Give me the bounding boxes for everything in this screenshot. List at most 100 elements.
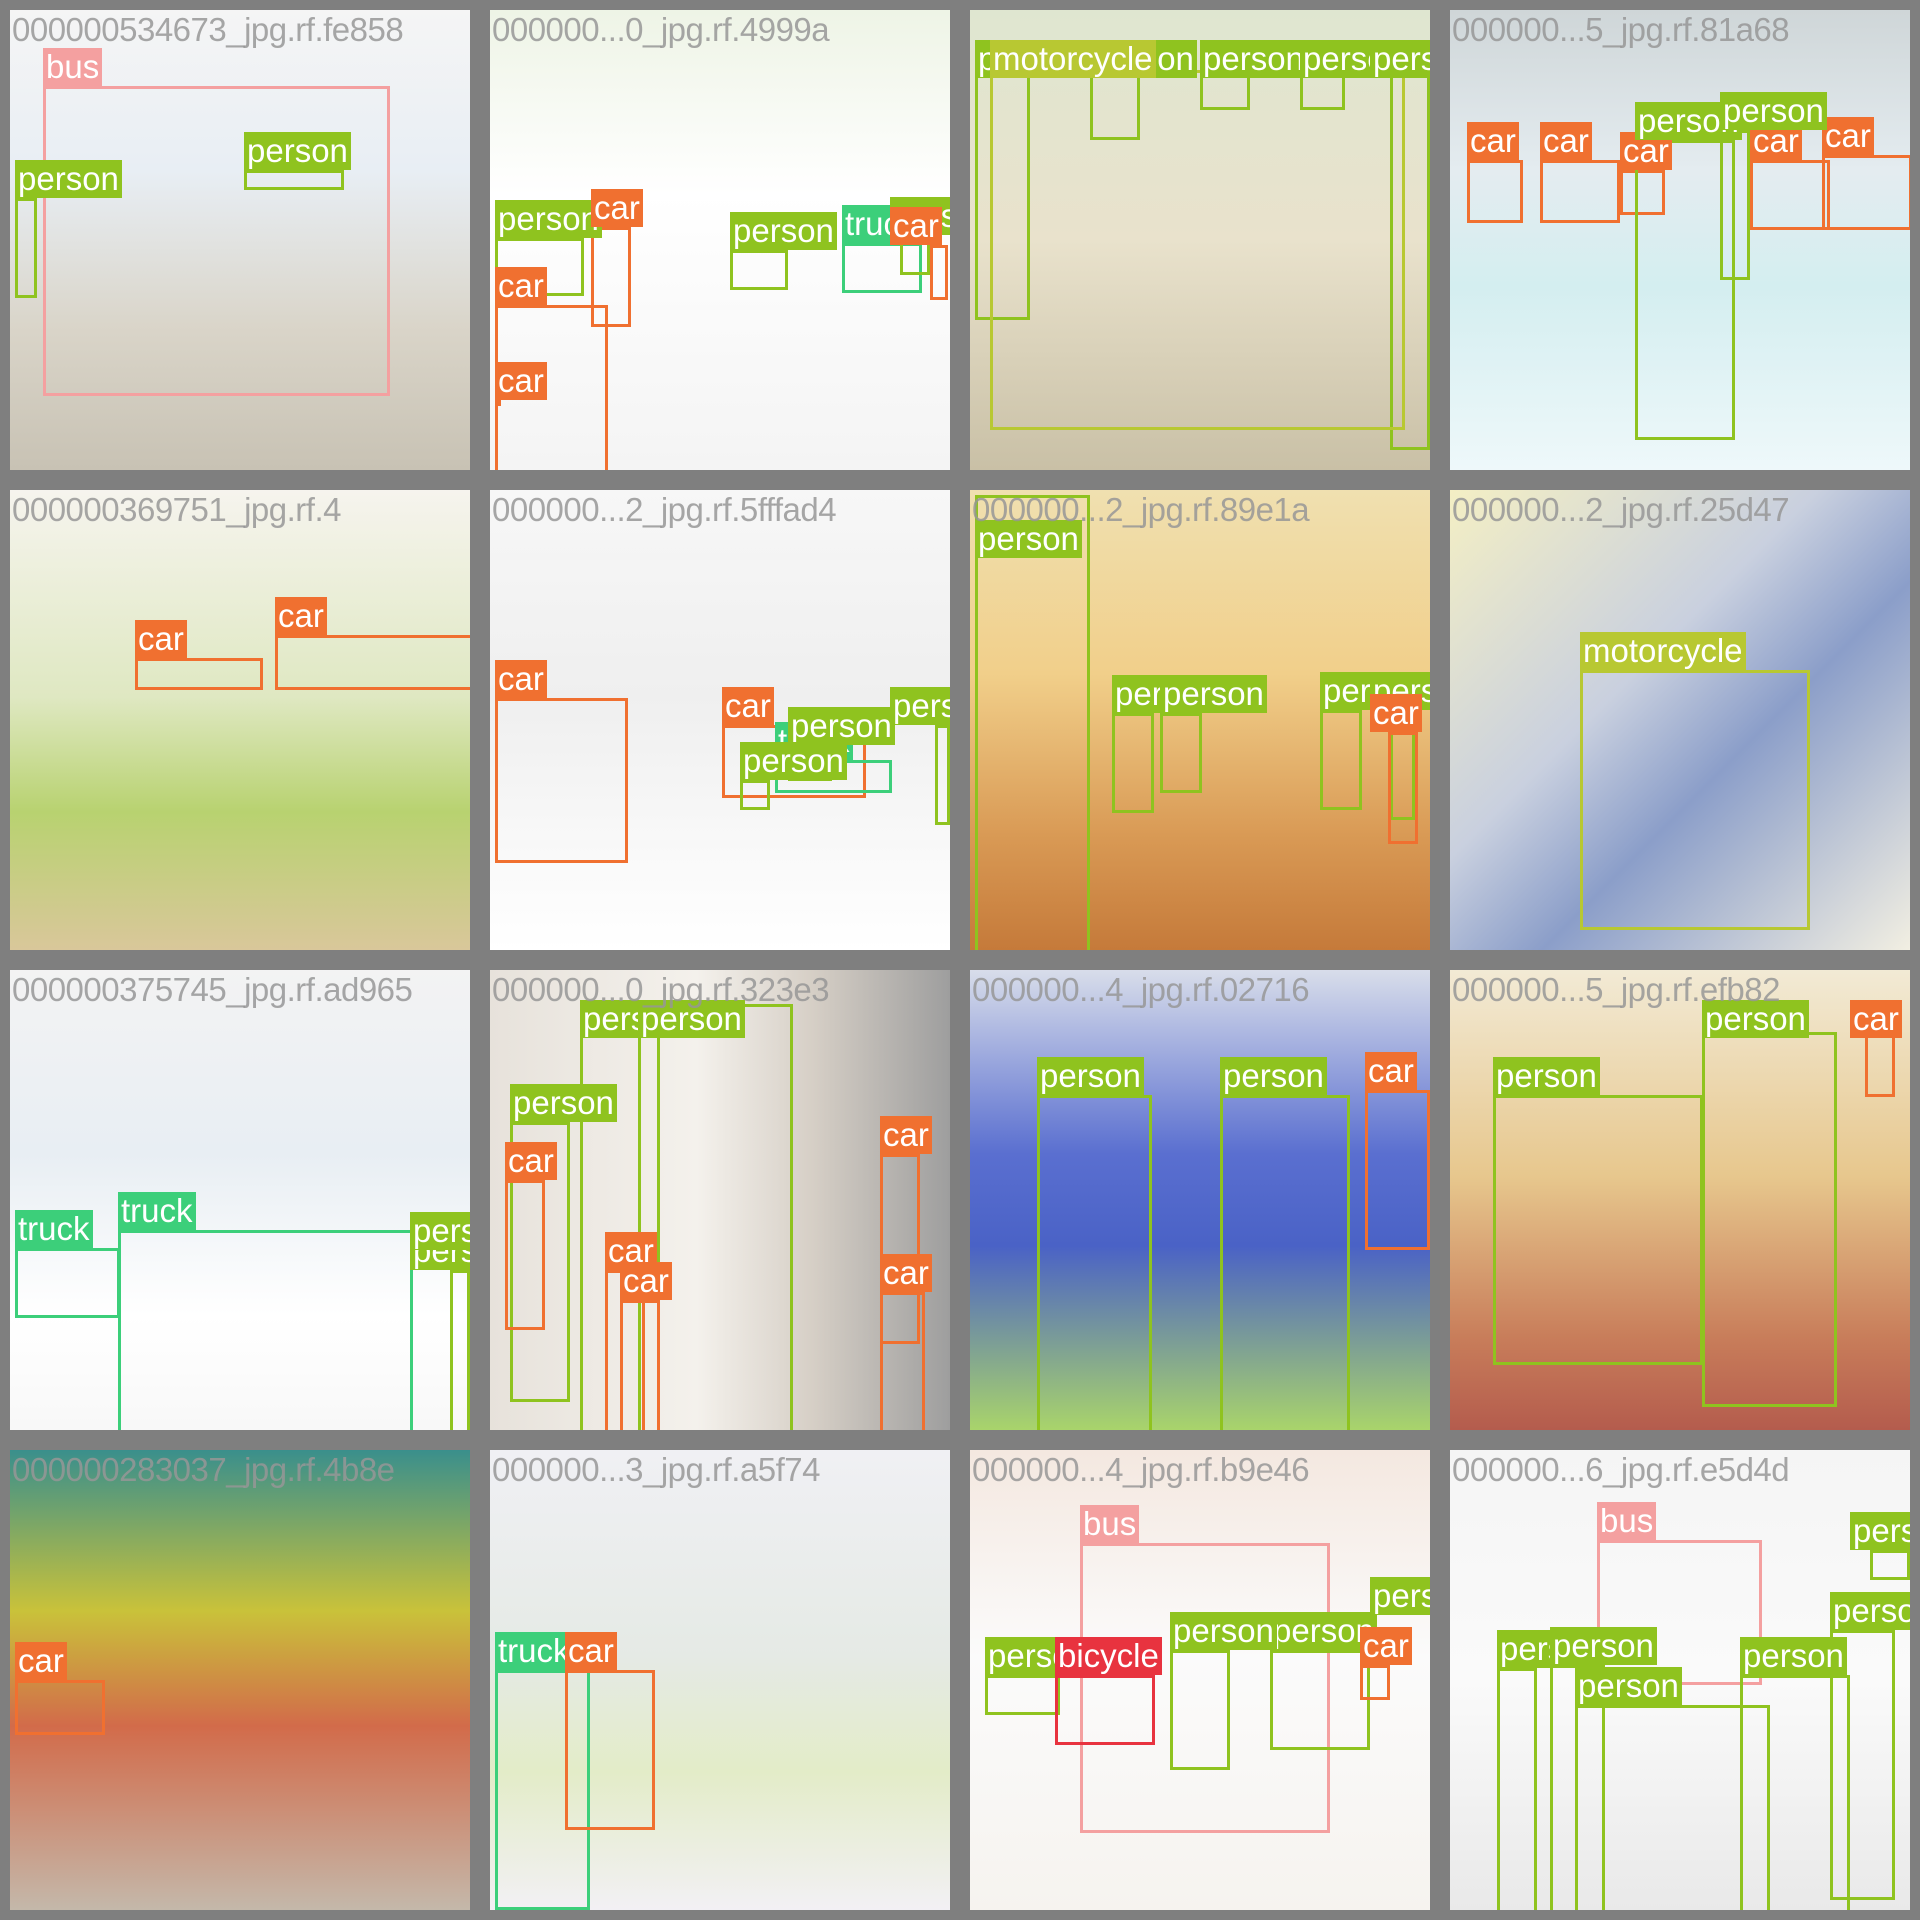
car-bounding-box bbox=[880, 1154, 920, 1344]
car-label: car bbox=[15, 1642, 67, 1680]
person-bounding-box bbox=[244, 170, 344, 190]
truck-bounding-box bbox=[15, 1248, 120, 1318]
tile-filename: 000000...2_jpg.rf.5fffad4 bbox=[492, 491, 837, 528]
car-label: car bbox=[1365, 1052, 1417, 1090]
bus-label: bus bbox=[1597, 1502, 1657, 1540]
person-label: person bbox=[730, 212, 837, 250]
car-label: car bbox=[890, 207, 942, 245]
car-label: car bbox=[1370, 694, 1422, 732]
person-label: person bbox=[1740, 1637, 1847, 1675]
car-label: car bbox=[1850, 1000, 1902, 1038]
person-bounding-box bbox=[1702, 1032, 1837, 1407]
person-bounding-box bbox=[1497, 1668, 1537, 1910]
car-bounding-box bbox=[495, 698, 628, 863]
person-bounding-box bbox=[730, 250, 788, 290]
motorcycle-bounding-box bbox=[990, 70, 1405, 430]
car-label: car bbox=[1360, 1627, 1412, 1665]
person-label: person bbox=[1370, 1577, 1430, 1615]
person-label: person bbox=[1702, 1000, 1809, 1038]
car-label: car bbox=[495, 267, 547, 305]
bicycle-label: bicycle bbox=[1055, 1637, 1162, 1675]
detection-tile: 000000...6_jpg.rf.e5d4d bus person person pe… bbox=[1450, 1450, 1910, 1910]
motorcycle-bounding-box bbox=[1580, 670, 1810, 930]
tile-filename: 000000...2_jpg.rf.89e1a bbox=[972, 491, 1310, 528]
tile-filename: 000000369751_jpg.rf.4 bbox=[12, 491, 341, 528]
car-label: car bbox=[880, 1116, 932, 1154]
person-bounding-box bbox=[1220, 1095, 1350, 1430]
car-bounding-box bbox=[1620, 170, 1665, 215]
car-bounding-box bbox=[1540, 160, 1620, 223]
detection-tile: 000000283037_jpg.rf.4b8e car bbox=[10, 1450, 470, 1910]
car-bounding-box bbox=[495, 400, 501, 406]
person-bounding-box bbox=[1740, 1675, 1850, 1910]
car-bounding-box bbox=[275, 635, 470, 690]
person-bounding-box bbox=[935, 725, 950, 825]
person-bounding-box bbox=[985, 1675, 1060, 1715]
person-label: person bbox=[495, 200, 602, 238]
person-label: person bbox=[1830, 1592, 1910, 1630]
person-label: person bbox=[1550, 1627, 1657, 1665]
person-label: person bbox=[1850, 1512, 1910, 1550]
tile-filename: 000000...4_jpg.rf.b9e46 bbox=[972, 1451, 1310, 1488]
car-label: car bbox=[495, 660, 547, 698]
tile-filename: 000000...0_jpg.rf.323e3 bbox=[492, 971, 830, 1008]
person-label: person bbox=[510, 1084, 617, 1122]
car-bounding-box bbox=[565, 1670, 655, 1830]
person-bounding-box bbox=[1720, 130, 1750, 280]
person-bounding-box bbox=[638, 1004, 793, 1430]
detection-tile: 000000...4_jpg.rf.b9e46 bus person person ca… bbox=[970, 1450, 1430, 1910]
tile-photo bbox=[1450, 10, 1910, 470]
tile-photo bbox=[970, 1450, 1430, 1910]
tile-filename: 000000...3_jpg.rf.a5f74 bbox=[492, 1451, 820, 1488]
truck-label: truck bbox=[118, 1192, 196, 1230]
person-label: person bbox=[1037, 1057, 1144, 1095]
person-label: person bbox=[788, 707, 895, 745]
tile-filename: 000000...5_jpg.rf.81a68 bbox=[1452, 11, 1790, 48]
truck-bounding-box bbox=[495, 1670, 590, 1910]
person-label: person bbox=[638, 1000, 745, 1038]
motorcycle-label: motorcycle bbox=[990, 40, 1156, 78]
detection-tile: 000000369751_jpg.rf.4 car car bbox=[10, 490, 470, 950]
truck-label: truck bbox=[15, 1210, 93, 1248]
person-label: person bbox=[1200, 40, 1307, 78]
person-bounding-box bbox=[450, 1270, 470, 1430]
car-bounding-box bbox=[880, 1292, 925, 1430]
person-bounding-box bbox=[1270, 1650, 1370, 1750]
person-label: person bbox=[1160, 675, 1267, 713]
person-bounding-box bbox=[1635, 140, 1735, 440]
tile-filename: 000000375745_jpg.rf.ad965 bbox=[12, 971, 413, 1008]
tile-filename: 000000...5_jpg.rf.efb82 bbox=[1452, 971, 1780, 1008]
person-label: person bbox=[244, 132, 351, 170]
bicycle-bounding-box bbox=[1055, 1675, 1155, 1745]
person-bounding-box bbox=[1160, 713, 1202, 793]
car-label: car bbox=[1467, 122, 1519, 160]
detection-tile: 000000...4_jpg.rf.02716 person person car bbox=[970, 970, 1430, 1430]
tile-filename: 000000534673_jpg.rf.fe858 bbox=[12, 11, 404, 48]
person-bounding-box bbox=[740, 780, 770, 810]
person-label: person bbox=[1220, 1057, 1327, 1095]
detection-tile: 000000...0_jpg.rf.323e3 person person perso… bbox=[490, 970, 950, 1430]
tile-photo bbox=[10, 970, 470, 1430]
car-bounding-box bbox=[135, 658, 263, 690]
bus-label: bus bbox=[43, 48, 103, 86]
detection-tile: 000000...2_jpg.rf.25d47 motorcycle bbox=[1450, 490, 1910, 950]
car-bounding-box bbox=[930, 245, 948, 300]
detection-tile: 000000...5_jpg.rf.efb82 person person car bbox=[1450, 970, 1910, 1430]
car-bounding-box bbox=[1467, 160, 1523, 223]
car-bounding-box bbox=[591, 227, 631, 327]
detection-tile: 000000...5_jpg.rf.81a68 car car car car car pe… bbox=[1450, 10, 1910, 470]
car-label: car bbox=[1540, 122, 1592, 160]
car-label: car bbox=[135, 620, 187, 658]
bus-bounding-box bbox=[1080, 1543, 1330, 1833]
person-label: person bbox=[1370, 40, 1430, 78]
car-bounding-box bbox=[505, 1180, 545, 1330]
person-label: person bbox=[1493, 1057, 1600, 1095]
person-bounding-box bbox=[975, 495, 1090, 950]
person-bounding-box bbox=[510, 1122, 570, 1402]
tile-filename: 000000...0_jpg.rf.4999a bbox=[492, 11, 830, 48]
person-label: person bbox=[15, 160, 122, 198]
car-bounding-box bbox=[1365, 1090, 1430, 1250]
car-label: car bbox=[495, 362, 547, 400]
motorcycle-label: motorcycle bbox=[1580, 632, 1746, 670]
